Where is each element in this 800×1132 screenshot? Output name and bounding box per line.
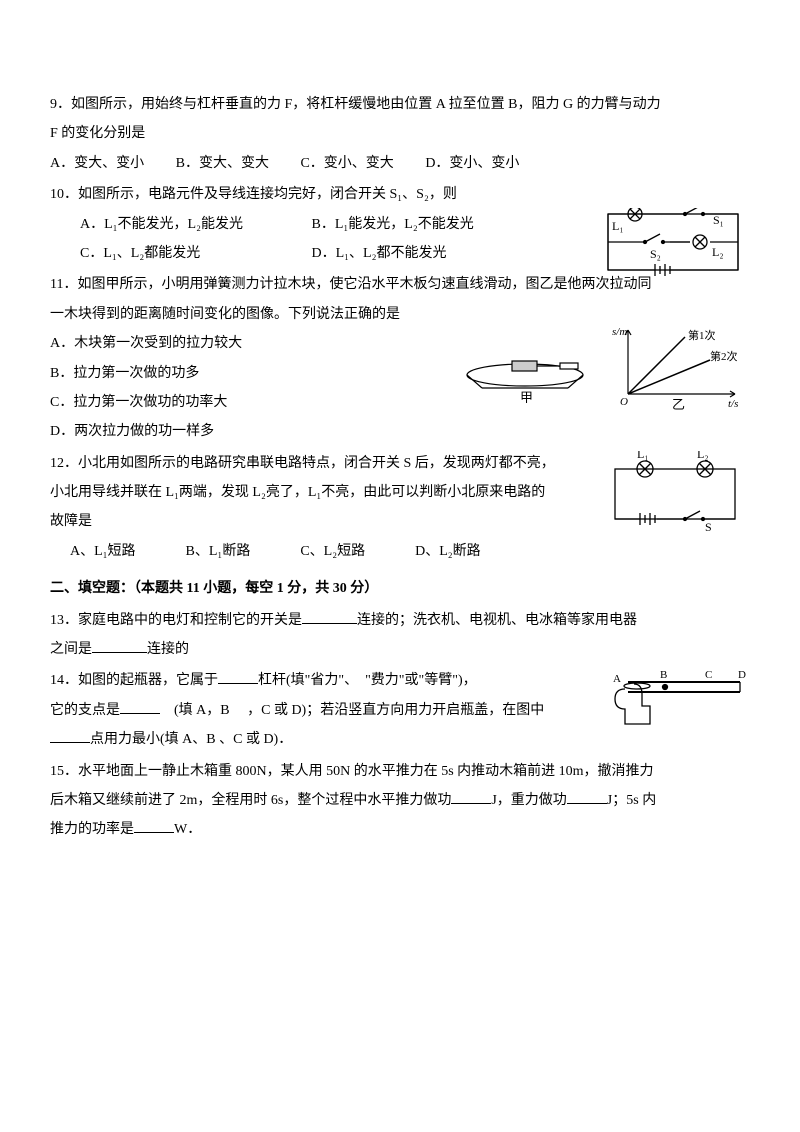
- svg-text:t/s: t/s: [728, 398, 738, 410]
- q15-text1: 15．水平地面上一静止木箱重 800N，某人用 50N 的水平推力在 5s 内推…: [50, 757, 750, 786]
- q12-options: A、L₁短路 B、L₁断路 C、L₂短路 D、L₂断路: [50, 537, 750, 566]
- q10-opt-b: B．L₁能发光，L₂不能发光: [312, 217, 474, 232]
- q13-text4: 连接的: [147, 642, 189, 657]
- svg-text:S₁: S₁: [713, 213, 724, 227]
- svg-text:第1次: 第1次: [688, 328, 716, 342]
- q14-text5: 点用力最小(填 A、B 、C 或 D)．: [90, 732, 292, 747]
- question-14: A B C D 14．如图的起瓶器，它属于 杠杆(填"省力"、 "费力"或"等臂"…: [50, 666, 750, 754]
- q10-opt-c: C．L₁、L₂都能发光: [80, 239, 280, 268]
- question-12: L₁ L₂ S 12．小北用如图所示的电路研究串联电路特点，闭合开关 S 后，发…: [50, 449, 750, 567]
- svg-text:S: S: [705, 520, 712, 531]
- q12-opt-c: C、L₂短路: [300, 537, 365, 566]
- question-10: L₁ S₁ S₂ L₂ 10．如图所示，电路元件及导线连接均完好，闭合开关 S₁…: [50, 180, 750, 268]
- q15-blank1[interactable]: [451, 790, 491, 804]
- q9-opt-c: C．变小、变大: [300, 156, 393, 171]
- q11-figure-yi: s/m t/s O 第1次 第2次 乙: [610, 322, 745, 412]
- q15-text2: 后木箱又继续前进了 2m，全程用时 6s，整个过程中水平推力做功: [50, 793, 451, 808]
- section-2-header: 二、填空题：（本题共 11 小题，每空 1 分，共 30 分）: [50, 574, 750, 603]
- svg-text:S₂: S₂: [650, 247, 661, 261]
- question-11: 甲 s/m t/s O 第1次 第2次 乙 11．如图甲所示，小明用弹簧测力计拉…: [50, 270, 750, 446]
- q12-opt-b: B、L₁断路: [186, 537, 251, 566]
- q12-opt-d: D、L₂断路: [415, 537, 481, 566]
- q12-opt-a: A、L₁短路: [70, 537, 136, 566]
- q15-blank2[interactable]: [567, 790, 607, 804]
- q9-options: A．变大、变小 B．变大、变大 C．变小、变大 D．变小、变小: [50, 149, 750, 178]
- q14-blank2[interactable]: [120, 700, 160, 714]
- q9-text-line2: F 的变化分别是: [50, 119, 750, 148]
- q13-blank2[interactable]: [92, 639, 147, 653]
- q13-text3: 之间是: [50, 642, 92, 657]
- q14-text2: 杠杆(填"省力"、 "费力"或"等臂")，: [258, 673, 477, 688]
- q9-opt-d: D．变小、变小: [425, 156, 519, 171]
- svg-text:C: C: [705, 669, 712, 681]
- q9-opt-a: A．变大、变小: [50, 156, 144, 171]
- q10-figure: L₁ S₁ S₂ L₂: [600, 208, 750, 278]
- q11-opt-d: D．两次拉力做的功一样多: [50, 417, 750, 446]
- q15-text6: W．: [174, 822, 201, 837]
- svg-text:B: B: [660, 669, 667, 681]
- q13-blank1[interactable]: [302, 610, 357, 624]
- svg-text:A: A: [613, 673, 621, 685]
- q9-opt-b: B．变大、变大: [176, 156, 269, 171]
- q10-opt-d: D．L₁、L₂都不能发光: [312, 246, 447, 261]
- q15-blank3[interactable]: [134, 819, 174, 833]
- q13-text1: 13．家庭电路中的电灯和控制它的开关是: [50, 613, 302, 628]
- q14-text1: 14．如图的起瓶器，它属于: [50, 673, 218, 688]
- q15-text5: 推力的功率是: [50, 822, 134, 837]
- question-9: 9．如图所示，用始终与杠杆垂直的力 F，将杠杆缓慢地由位置 A 拉至位置 B，阻…: [50, 90, 750, 178]
- question-13: 13．家庭电路中的电灯和控制它的开关是连接的；洗衣机、电视机、电冰箱等家用电器 …: [50, 606, 750, 665]
- q11-figure-jia: 甲: [460, 328, 590, 403]
- q11-text-line1: 11．如图甲所示，小明用弹簧测力计拉木块，使它沿水平木板匀速直线滑动，图乙是他两…: [50, 270, 750, 299]
- svg-text:L₂: L₂: [697, 451, 709, 461]
- q14-text3: 它的支点是: [50, 703, 120, 718]
- svg-text:L₁: L₁: [612, 219, 624, 233]
- q15-text3: J，重力做功: [491, 793, 566, 808]
- svg-text:O: O: [620, 396, 628, 408]
- q12-figure: L₁ L₂ S: [605, 451, 750, 531]
- q9-text-line1: 9．如图所示，用始终与杠杆垂直的力 F，将杠杆缓慢地由位置 A 拉至位置 B，阻…: [50, 90, 750, 119]
- q15-text4: J；5s 内: [607, 793, 656, 808]
- svg-text:甲: 甲: [520, 390, 533, 403]
- q10-text: 10．如图所示，电路元件及导线连接均完好，闭合开关 S₁、S₂，则: [50, 180, 750, 209]
- q14-blank3[interactable]: [50, 729, 90, 743]
- q14-figure: A B C D: [610, 664, 750, 729]
- q10-opt-a: A．L₁不能发光，L₂能发光: [80, 210, 280, 239]
- svg-text:s/m: s/m: [612, 326, 627, 338]
- svg-text:第2次: 第2次: [710, 349, 738, 363]
- q13-text2: 连接的；洗衣机、电视机、电冰箱等家用电器: [357, 613, 637, 628]
- svg-text:乙: 乙: [672, 397, 685, 412]
- svg-text:D: D: [738, 669, 746, 681]
- question-15: 15．水平地面上一静止木箱重 800N，某人用 50N 的水平推力在 5s 内推…: [50, 757, 750, 845]
- q14-blank1[interactable]: [218, 670, 258, 684]
- q14-text4: (填 A，B ，C 或 D)；若沿竖直方向用力开启瓶盖，在图中: [160, 703, 544, 718]
- svg-text:L₂: L₂: [712, 245, 724, 259]
- svg-text:L₁: L₁: [637, 451, 649, 461]
